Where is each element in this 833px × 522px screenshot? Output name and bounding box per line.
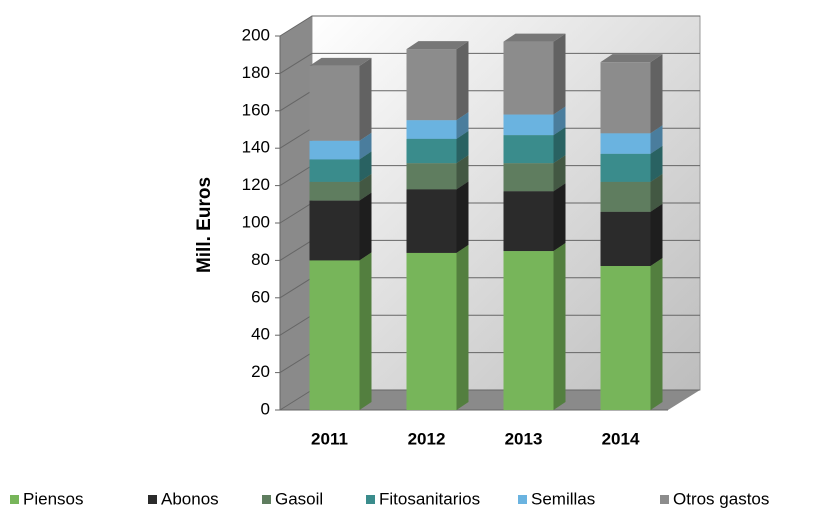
bar-segment-side [359, 57, 372, 141]
bar-segment-side [650, 203, 663, 267]
x-tick-label: 2012 [408, 429, 446, 448]
bar-segment [600, 181, 651, 212]
bar-segment-side [456, 112, 469, 139]
bar-segment-top [503, 33, 566, 42]
y-tick-label: 40 [251, 325, 270, 344]
legend-label: Fitosanitarios [379, 489, 480, 508]
y-tick-label: 140 [242, 138, 270, 157]
grid-line [279, 15, 700, 37]
x-tick-label: 2011 [311, 429, 348, 448]
y-axis-label: Mill. Euros [194, 177, 215, 273]
bar-segment [309, 181, 360, 201]
bar-segment [600, 153, 651, 182]
legend-marker [660, 495, 669, 504]
y-tick-label: 80 [251, 250, 270, 269]
bar-segment-top [406, 41, 469, 50]
bar-segment-side [456, 244, 469, 410]
bar-segment [503, 191, 554, 252]
bar-segment-side [456, 181, 469, 253]
legend-label: Semillas [531, 489, 595, 508]
legend-marker [366, 495, 375, 504]
bar-segment-side [650, 125, 663, 154]
bar-segment-side [650, 145, 663, 182]
legend-label: Piensos [23, 489, 83, 508]
bar-segment-side [650, 258, 663, 410]
bar-segment-side [456, 130, 469, 164]
x-tick-label: 2014 [602, 429, 640, 448]
bar-segment [309, 260, 360, 410]
bar-segment [309, 65, 360, 141]
bar-segment [600, 133, 651, 154]
bar-segment [406, 163, 457, 190]
bar-segment-top [600, 54, 663, 63]
bar-segment [600, 211, 651, 267]
floor [280, 390, 700, 410]
y-tick-label: 20 [251, 362, 270, 381]
bar-segment [503, 163, 554, 192]
y-tick-label: 0 [261, 399, 270, 418]
grid-line [279, 52, 700, 74]
y-tick-label: 120 [242, 175, 270, 194]
bar-segment-side [553, 243, 566, 410]
bar-segment-side [456, 155, 469, 190]
bar-segment [600, 266, 651, 410]
bar-segment [503, 251, 554, 410]
bar-segment-side [359, 252, 372, 410]
y-tick-label: 180 [242, 63, 270, 82]
y-tick-label: 100 [242, 212, 270, 231]
y-tick-label: 160 [242, 100, 270, 119]
y-tick-label: 200 [242, 25, 270, 44]
bar-segment-top [309, 57, 372, 66]
legend-label: Otros gastos [673, 489, 769, 508]
bar-segment-side [650, 173, 663, 212]
x-tick-label: 2013 [505, 429, 543, 448]
legend-label: Abonos [161, 489, 219, 508]
bar-segment [503, 135, 554, 164]
legend-marker [10, 495, 19, 504]
bar-segment-side [359, 151, 372, 182]
legend-marker [148, 495, 157, 504]
bar-segment-side [553, 183, 566, 252]
bar-segment-side [553, 155, 566, 192]
bar-segment-side [359, 173, 372, 201]
bar-segment-side [456, 41, 469, 121]
bar-segment [600, 62, 651, 134]
bar-segment-side [553, 33, 566, 115]
bar-segment-side [359, 192, 372, 261]
bar-segment-side [650, 54, 663, 134]
bar-segment [406, 252, 457, 410]
bar-segment [309, 200, 360, 261]
bar-segment [406, 138, 457, 164]
y-tick-label: 60 [251, 287, 270, 306]
bar-segment [406, 120, 457, 139]
bar-segment-side [553, 106, 566, 136]
bar-segment-side [359, 132, 372, 160]
bar-segment [406, 189, 457, 253]
bar-segment [503, 41, 554, 115]
bar-segment [309, 159, 360, 182]
legend-marker [518, 495, 527, 504]
bar-segment [503, 114, 554, 136]
bar-segment [406, 49, 457, 121]
legend-label: Gasoil [275, 489, 323, 508]
legend-marker [262, 495, 271, 504]
bar-segment-side [553, 127, 566, 164]
bar-segment [309, 140, 360, 160]
